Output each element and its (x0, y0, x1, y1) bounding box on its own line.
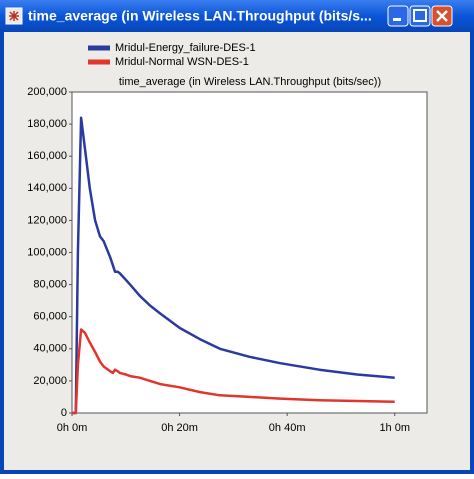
x-tick-label: 0h 40m (269, 422, 306, 434)
y-tick-label: 180,000 (27, 118, 67, 130)
series-line (72, 328, 395, 415)
y-tick-label: 200,000 (27, 86, 67, 98)
plot-area (71, 91, 428, 414)
x-tick-label: 0h 20m (161, 422, 198, 434)
y-tick-label: 40,000 (33, 343, 67, 355)
y-tick-label: 140,000 (27, 182, 67, 194)
chart-title: time_average (in Wireless LAN.Throughput… (119, 76, 381, 88)
maximize-button[interactable] (409, 5, 431, 27)
window-icon-glyph (9, 11, 19, 21)
x-tick-label: 1h 0m (379, 422, 410, 434)
y-tick-label: 160,000 (27, 150, 67, 162)
y-tick-label: 100,000 (27, 246, 67, 258)
series-line (72, 116, 395, 415)
y-tick-label: 60,000 (33, 311, 67, 323)
close-button[interactable] (431, 5, 453, 27)
y-tick-label: 0 (61, 407, 67, 419)
x-tick-label: 0h 0m (57, 422, 88, 434)
legend-label: Mridul-Normal WSN-DES-1 (115, 56, 249, 68)
window-title: time_average (in Wireless LAN.Throughput… (28, 8, 372, 24)
legend-label: Mridul-Energy_failure-DES-1 (115, 42, 256, 54)
y-tick-label: 120,000 (27, 214, 67, 226)
y-tick-label: 20,000 (33, 375, 67, 387)
minimize-button[interactable] (387, 5, 409, 27)
y-tick-label: 80,000 (33, 279, 67, 291)
